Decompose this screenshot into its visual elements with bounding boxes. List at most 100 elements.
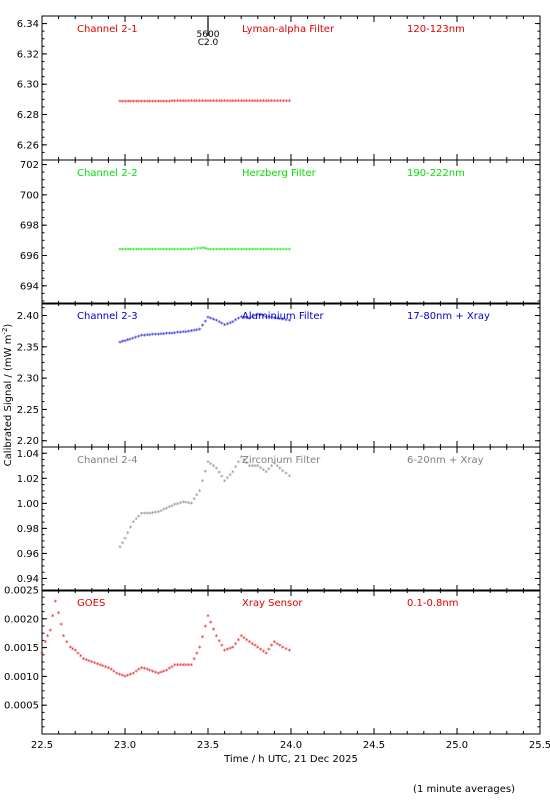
y-tick-label: 0.0015: [4, 643, 39, 654]
data-point: *: [237, 637, 241, 645]
data-point: *: [154, 246, 158, 254]
data-point: *: [273, 98, 277, 106]
data-point: *: [162, 507, 166, 515]
data-point: *: [118, 544, 122, 552]
y-tick-label: 0.94: [17, 574, 39, 585]
data-point: *: [168, 504, 172, 512]
data-point: *: [259, 312, 263, 320]
filter-label: Xray Sensor: [242, 598, 303, 609]
data-point: *: [151, 98, 155, 106]
data-point: *: [44, 639, 48, 647]
data-point: *: [148, 668, 152, 676]
data-point: *: [181, 499, 185, 507]
y-tick-label: 0.0020: [4, 614, 39, 625]
data-point: *: [267, 246, 271, 254]
data-point: *: [226, 98, 230, 106]
data-point: *: [204, 246, 208, 254]
data-point: *: [239, 454, 243, 462]
data-point: *: [251, 641, 255, 649]
data-point: *: [234, 317, 238, 325]
data-point: *: [245, 246, 249, 254]
data-point: *: [273, 639, 277, 647]
data-point: *: [121, 339, 125, 347]
data-point: *: [162, 98, 166, 106]
data-point: *: [206, 613, 210, 621]
data-point: *: [267, 647, 271, 655]
data-point: *: [285, 246, 289, 254]
data-point: *: [71, 646, 75, 654]
panels: 6.26 6.28 6.30 6.32 6.34 Channel 2-1 Lyman-alp…: [4, 15, 550, 751]
data-point: *: [267, 466, 271, 474]
data-point: *: [195, 327, 199, 335]
data-point: *: [179, 246, 183, 254]
data-point: *: [223, 478, 227, 486]
data-point: *: [209, 620, 213, 628]
y-tick-label: 2.30: [17, 374, 39, 385]
y-tick-label: 2.20: [17, 436, 39, 447]
data-point: *: [170, 503, 174, 511]
channel-label: Channel 2-1: [77, 24, 138, 35]
data-point: *: [223, 98, 227, 106]
y-tick-label: 1.02: [17, 474, 39, 485]
data-point: *: [217, 246, 221, 254]
y-tick-label: 700: [20, 190, 39, 201]
data-point: *: [220, 246, 224, 254]
data-point: *: [145, 667, 149, 675]
data-point: *: [195, 492, 199, 500]
data-point: *: [264, 314, 268, 322]
data-point: *: [176, 98, 180, 106]
data-point: *: [159, 670, 163, 678]
data-point: *: [54, 599, 58, 607]
data-point: *: [195, 246, 199, 254]
data-point: *: [159, 98, 163, 106]
band-label: 0.1-0.8nm: [407, 598, 459, 609]
data-point: *: [237, 459, 241, 467]
data-point: *: [281, 468, 285, 476]
data-point: *: [143, 246, 147, 254]
data-point: *: [193, 246, 197, 254]
data-point: *: [134, 98, 138, 106]
data-point: *: [115, 671, 119, 679]
data-point: *: [176, 246, 180, 254]
data-point: *: [137, 246, 141, 254]
data-point: *: [192, 98, 196, 106]
data-point: *: [154, 98, 158, 106]
x-tick-label: 24.0: [280, 740, 302, 751]
data-point: *: [190, 500, 194, 508]
data-point: *: [284, 646, 288, 654]
data-point: *: [239, 246, 243, 254]
data-point: *: [212, 463, 216, 471]
y-tick-label: 702: [20, 160, 39, 171]
data-point: *: [179, 500, 183, 508]
data-point: *: [148, 246, 152, 254]
data-point: *: [173, 246, 177, 254]
data-point: *: [129, 671, 133, 679]
data-point: *: [151, 510, 155, 518]
data-point: *: [234, 641, 238, 649]
data-point: *: [273, 460, 277, 468]
data-point: *: [253, 463, 257, 471]
data-point: *: [242, 457, 246, 465]
data-point: *: [209, 246, 213, 254]
x-tick-label: 25.0: [446, 740, 468, 751]
data-point: *: [217, 319, 221, 327]
band-label: 120-123nm: [407, 24, 465, 35]
y-tick-label: 0.0005: [4, 701, 39, 712]
data-point: *: [248, 246, 252, 254]
panel-5-frame: [41, 589, 541, 735]
data-point: *: [201, 478, 205, 486]
data-point: *: [262, 98, 266, 106]
y-tick-label: 6.30: [17, 80, 39, 91]
data-point: *: [190, 328, 194, 336]
data-point: *: [68, 645, 72, 653]
y-tick-label: 0.0010: [4, 672, 39, 683]
data-point: *: [173, 330, 177, 338]
data-point: *: [220, 320, 224, 328]
data-point: *: [134, 246, 138, 254]
y-tick-label: 2.40: [17, 311, 39, 322]
y-tick-label: 6.34: [17, 19, 39, 30]
data-point: *: [256, 98, 260, 106]
data-point: *: [206, 246, 210, 254]
data-point: *: [288, 246, 292, 254]
data-point: *: [267, 314, 271, 322]
